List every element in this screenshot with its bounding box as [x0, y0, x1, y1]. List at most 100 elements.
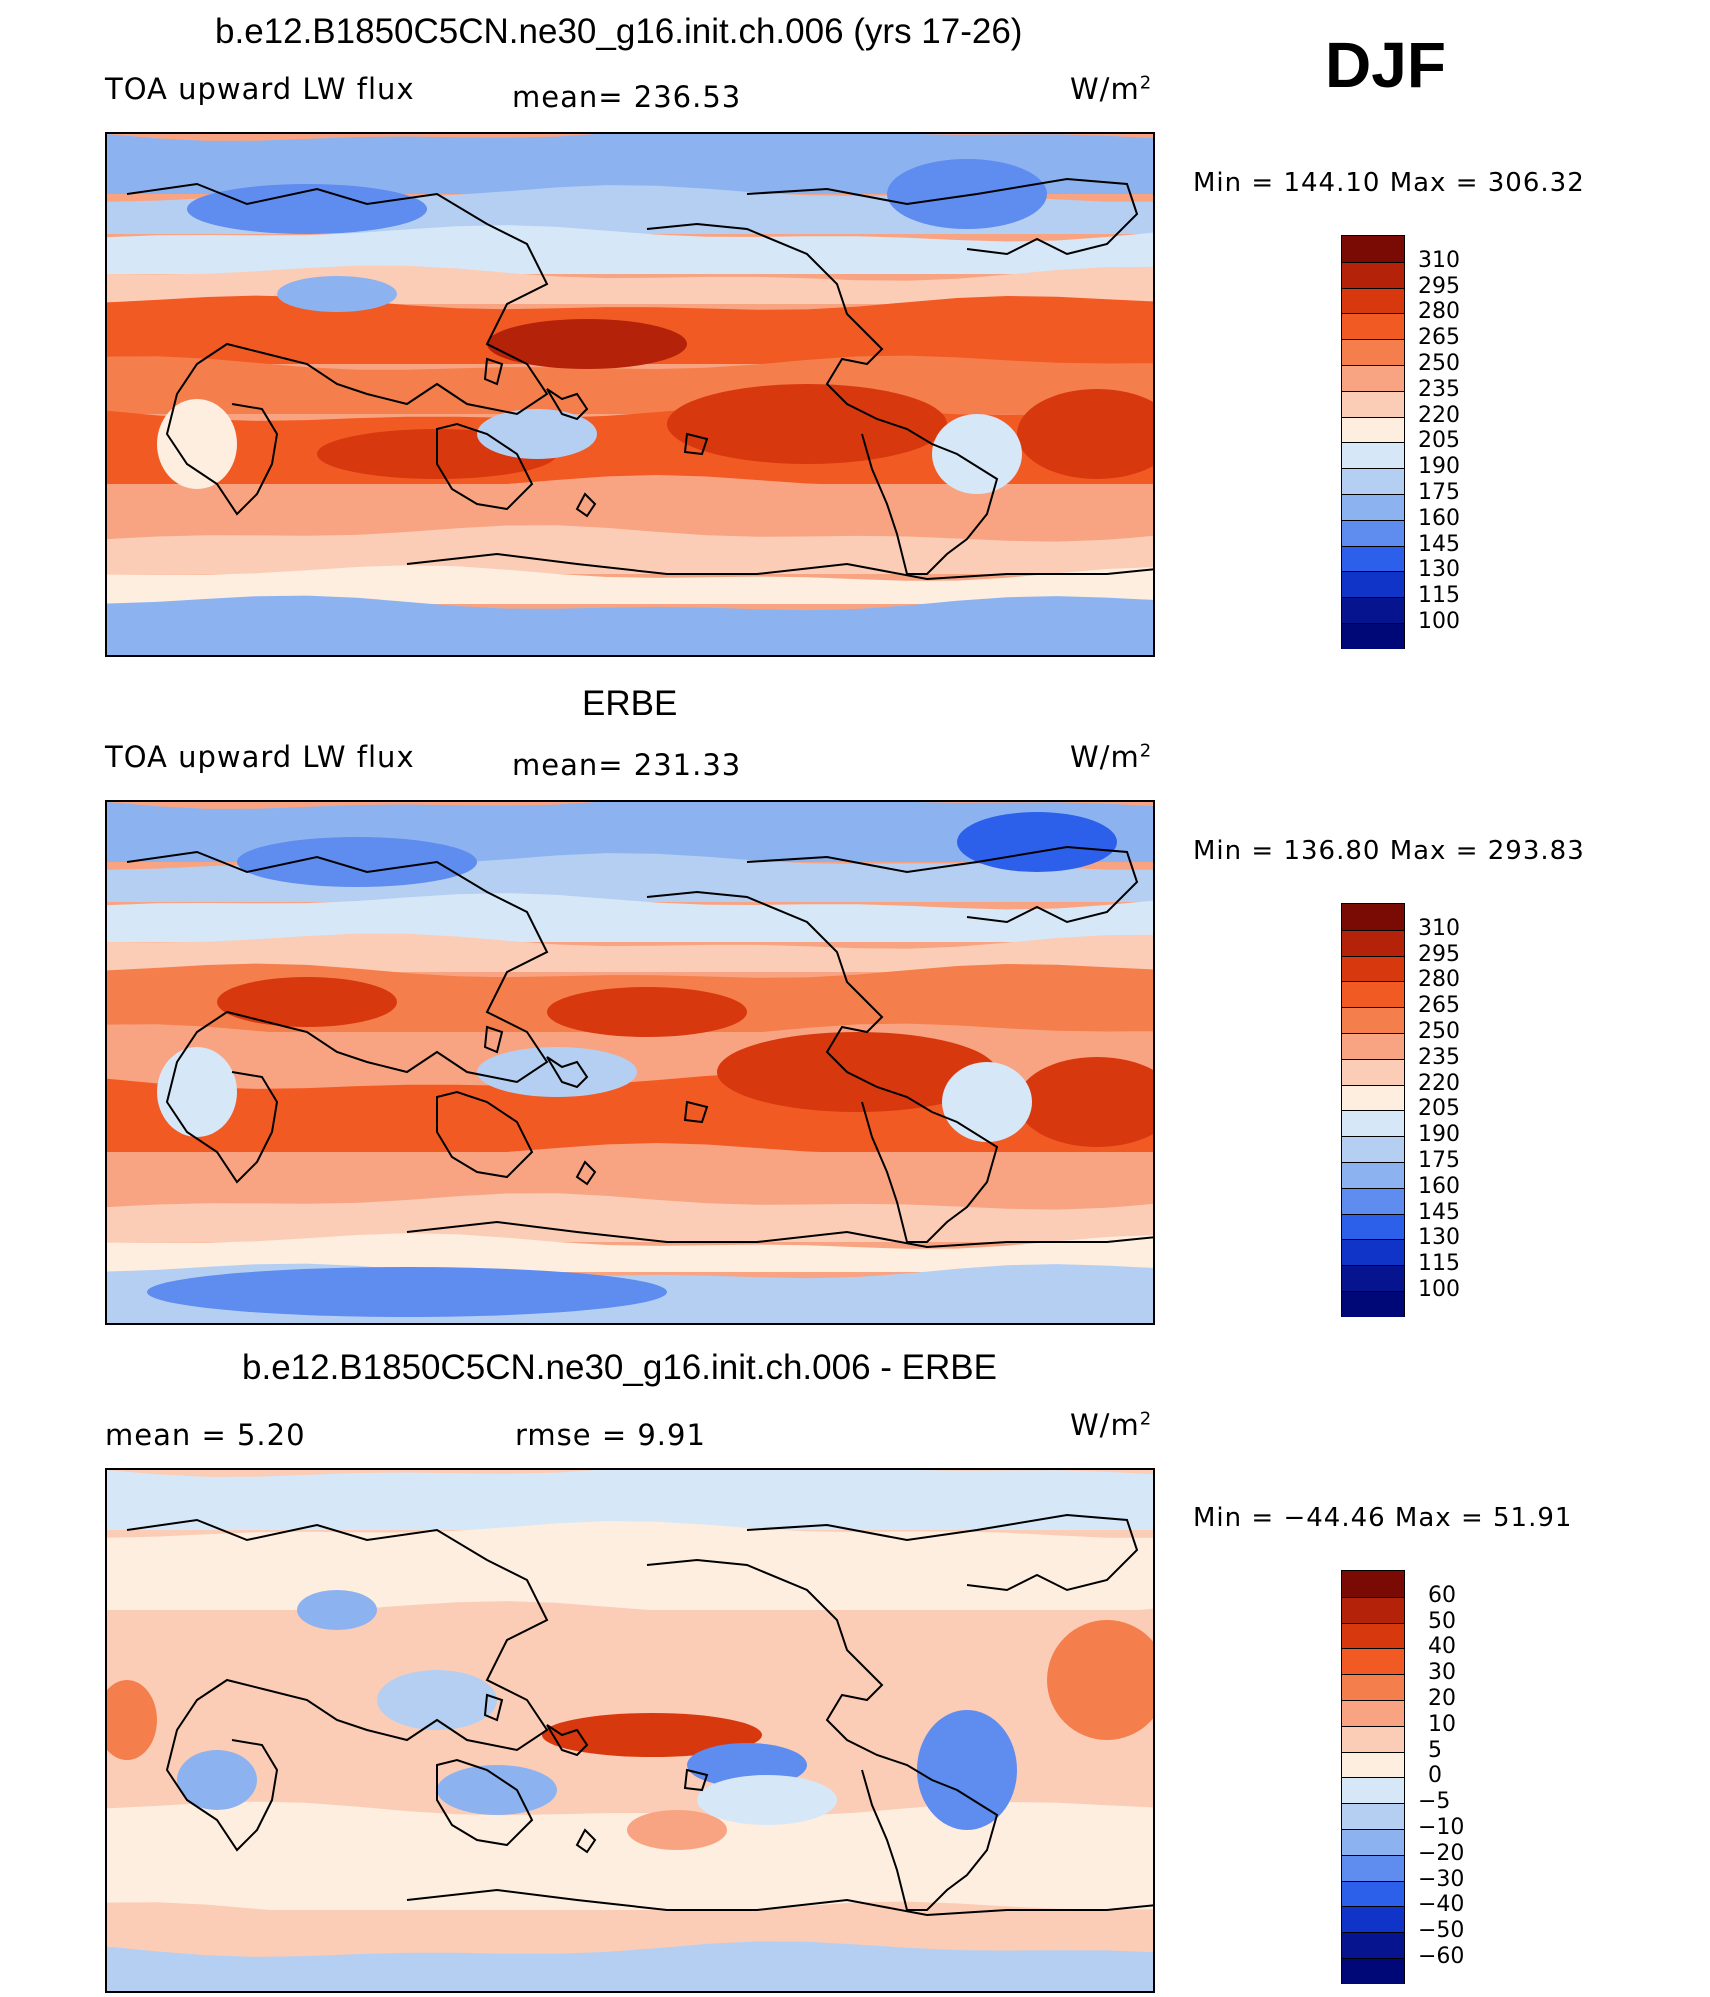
colorbar-tick-label: 310 [1418, 247, 1460, 273]
colorbar-swatch [1342, 339, 1404, 365]
panel2-colorbar [1341, 903, 1405, 1317]
contour-region [157, 1047, 237, 1137]
contour-region [667, 384, 947, 464]
colorbar-tick-label: 0 [1428, 1763, 1442, 1789]
colorbar-swatch [1342, 1674, 1404, 1700]
colorbar-swatch [1342, 981, 1404, 1008]
colorbar-tick-label: 280 [1418, 299, 1460, 325]
coastline [406, 1888, 1153, 1917]
colorbar-swatch [1342, 519, 1404, 546]
colorbar-swatch [1342, 1161, 1404, 1188]
colorbar-tick-label: 175 [1418, 1148, 1460, 1173]
contour-region [932, 414, 1022, 494]
coastline [483, 357, 504, 386]
colorbar-tick-label: 10 [1428, 1711, 1456, 1737]
colorbar-tick-label: 145 [1418, 1199, 1460, 1225]
colorbar-swatch [1342, 287, 1404, 314]
contour-band [107, 893, 1153, 942]
colorbar-tick-label: −10 [1418, 1815, 1465, 1840]
contour-band [107, 1470, 1153, 1530]
colorbar-tick-label: 130 [1418, 1225, 1460, 1251]
contour-region [177, 1750, 257, 1810]
contour-region [717, 1032, 997, 1112]
colorbar-swatch [1342, 313, 1404, 340]
coastline [646, 1558, 999, 1911]
contour-region [887, 159, 1047, 229]
coastline [746, 177, 1139, 256]
contour-band [107, 1801, 1153, 1910]
colorbar-swatch [1342, 622, 1404, 649]
colorbar-tick-label: 265 [1418, 325, 1460, 351]
colorbar-swatch [1342, 1906, 1404, 1933]
colorbar-swatch [1342, 1932, 1404, 1958]
colorbar-swatch [1342, 1648, 1404, 1675]
contour-region [957, 812, 1117, 872]
panel1-contour-field [107, 134, 1153, 655]
coastline [575, 1828, 597, 1854]
colorbar-swatch [1342, 1290, 1404, 1317]
colorbar-tick-label: 115 [1418, 583, 1460, 609]
colorbar-swatch [1342, 493, 1404, 520]
panel3-rmse-label: rmse = 9.91 [515, 1418, 706, 1452]
contour-region [337, 1097, 577, 1147]
colorbar-tick-label: 130 [1418, 557, 1460, 583]
colorbar-tick-label: 50 [1428, 1608, 1456, 1634]
contour-band [107, 1193, 1153, 1242]
colorbar-swatch [1342, 236, 1404, 262]
colorbar-tick-label: 250 [1418, 1019, 1460, 1044]
colorbar-swatch [1342, 1058, 1404, 1085]
colorbar-tick-label: 190 [1418, 1122, 1460, 1148]
contour-region [437, 1765, 557, 1815]
contour-region [237, 837, 477, 887]
contour-band [107, 1521, 1153, 1610]
contour-region [107, 1680, 157, 1760]
coastline [683, 1768, 709, 1792]
colorbar-swatch [1342, 1622, 1404, 1649]
panel2-title: ERBE [582, 684, 678, 723]
coastline [575, 1160, 597, 1186]
coastline [126, 850, 549, 1184]
panel3-mean-label: mean = 5.20 [105, 1418, 306, 1452]
contour-band [107, 1901, 1153, 1950]
colorbar-tick-label: 220 [1418, 1070, 1460, 1096]
panel2-mean-label: mean= 231.33 [512, 748, 742, 782]
colorbar-swatch [1342, 1699, 1404, 1726]
colorbar-tick-label: 5 [1428, 1737, 1442, 1763]
colorbar-tick-label: 160 [1418, 1173, 1460, 1199]
season-label: DJF [1325, 29, 1446, 101]
panel1-mean-label: mean= 236.53 [512, 80, 742, 114]
colorbar-tick-label: 160 [1418, 505, 1460, 531]
coastline [575, 492, 597, 518]
contour-region [297, 1590, 377, 1630]
colorbar-swatch [1342, 1032, 1404, 1059]
colorbar-swatch [1342, 1213, 1404, 1240]
contour-band [107, 595, 1153, 655]
contour-region [157, 399, 237, 489]
colorbar-tick-label: 145 [1418, 531, 1460, 557]
panel3-contour-field [107, 1470, 1153, 1991]
colorbar-swatch [1342, 468, 1404, 494]
coastline [406, 552, 1153, 581]
colorbar-swatch [1342, 1110, 1404, 1137]
panel2-minmax: Min = 136.80 Max = 293.83 [1193, 836, 1585, 866]
panel1-minmax: Min = 144.10 Max = 306.32 [1193, 168, 1585, 198]
coastline [546, 1056, 589, 1089]
colorbar-tick-label: 190 [1418, 454, 1460, 480]
coastline [646, 222, 999, 575]
contour-band [107, 134, 1153, 194]
colorbar-tick-label: 280 [1418, 967, 1460, 993]
colorbar-tick-label: 205 [1418, 428, 1460, 454]
colorbar-tick-label: −5 [1418, 1789, 1451, 1815]
contour-region [1047, 1620, 1153, 1740]
coastline [483, 1693, 504, 1722]
coastline [406, 1220, 1153, 1249]
contour-region [147, 1267, 667, 1317]
panel1-map [105, 132, 1155, 657]
colorbar-swatch [1342, 261, 1404, 288]
panel2-variable-label: TOA upward LW flux [105, 740, 415, 774]
colorbar-tick-label: 295 [1418, 941, 1460, 967]
colorbar-tick-label: −60 [1418, 1944, 1465, 1969]
coastline [746, 1513, 1139, 1592]
colorbar-swatch [1342, 1239, 1404, 1266]
colorbar-swatch [1342, 1828, 1404, 1855]
